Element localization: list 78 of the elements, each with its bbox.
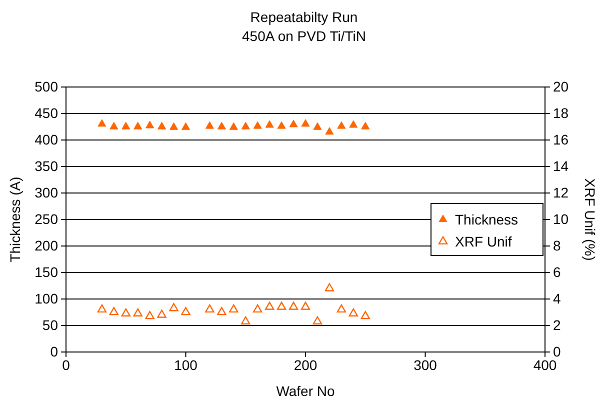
y2-tick-label: 10 — [553, 210, 569, 227]
y2-tick-label: 8 — [553, 237, 561, 254]
point — [288, 302, 298, 310]
y-tick-label: 100 — [34, 290, 58, 306]
y2-tick-label: 2 — [553, 316, 561, 333]
y2-tick-label: 6 — [553, 264, 561, 280]
point — [324, 283, 334, 292]
point — [276, 302, 286, 310]
y-tick-label: 250 — [34, 210, 58, 227]
y-tick-label: 50 — [42, 316, 58, 333]
point — [205, 121, 214, 129]
x-tick-label: 300 — [414, 356, 438, 373]
y2-tick-label: 4 — [553, 290, 561, 306]
point — [337, 121, 346, 129]
point — [122, 122, 130, 130]
x-tick-label: 200 — [294, 356, 318, 373]
point — [241, 316, 250, 324]
point — [360, 310, 370, 320]
point — [205, 304, 214, 313]
y-tick-label: 150 — [34, 264, 58, 280]
point — [277, 121, 286, 129]
point — [121, 308, 130, 316]
y2-tick-label: 18 — [553, 104, 569, 121]
point — [158, 122, 166, 130]
y2-tick-label: 16 — [553, 131, 569, 148]
point — [134, 122, 142, 130]
y2-tick-label: 0 — [553, 343, 561, 360]
y-tick-label: 450 — [34, 104, 58, 121]
point — [265, 120, 274, 128]
point — [301, 119, 310, 127]
point — [348, 308, 358, 316]
chart-subtitle: 450A on PVD Ti/TiN — [242, 28, 366, 44]
point — [313, 122, 322, 130]
y-tick-label: 0 — [50, 343, 58, 360]
point — [325, 127, 334, 135]
point — [181, 122, 190, 130]
point — [229, 304, 238, 313]
y2-tick-label: 14 — [553, 158, 569, 174]
point — [229, 122, 238, 130]
point — [252, 304, 262, 313]
point — [110, 122, 118, 130]
point — [157, 310, 166, 318]
point — [98, 119, 106, 127]
point — [253, 121, 262, 129]
y-tick-label: 300 — [34, 184, 58, 200]
point — [109, 307, 119, 316]
point — [145, 310, 154, 320]
point — [169, 303, 178, 312]
point — [289, 120, 298, 128]
y-tick-label: 200 — [34, 237, 58, 254]
point — [300, 302, 310, 310]
point — [133, 308, 142, 316]
point — [97, 304, 107, 313]
x-tick-label: 0 — [62, 356, 70, 373]
y-tick-label: 500 — [34, 78, 58, 94]
x-tick-label: 100 — [174, 356, 198, 373]
chart-title: Repeatabilty Run — [250, 9, 358, 25]
point — [217, 307, 226, 316]
y-tick-label: 350 — [34, 158, 58, 174]
point — [336, 304, 346, 313]
y2-tick-label: 20 — [553, 78, 569, 94]
legend-label: Thickness — [455, 212, 518, 228]
point — [217, 122, 226, 130]
y-tick-label: 400 — [34, 131, 58, 148]
point — [349, 120, 358, 128]
point — [146, 120, 154, 128]
x-axis-title: Wafer No — [276, 383, 336, 399]
y-axis-title: Thickness (A) — [7, 176, 23, 262]
legend-label: XRF Unif — [455, 234, 512, 250]
point — [264, 302, 274, 310]
point — [361, 122, 370, 130]
point — [312, 316, 322, 324]
y2-axis-title: XRF Unif (%) — [582, 178, 598, 261]
point — [170, 122, 178, 130]
x-tick-label: 400 — [533, 356, 557, 373]
y2-tick-label: 12 — [553, 184, 569, 200]
point — [181, 307, 190, 316]
point — [241, 122, 250, 130]
